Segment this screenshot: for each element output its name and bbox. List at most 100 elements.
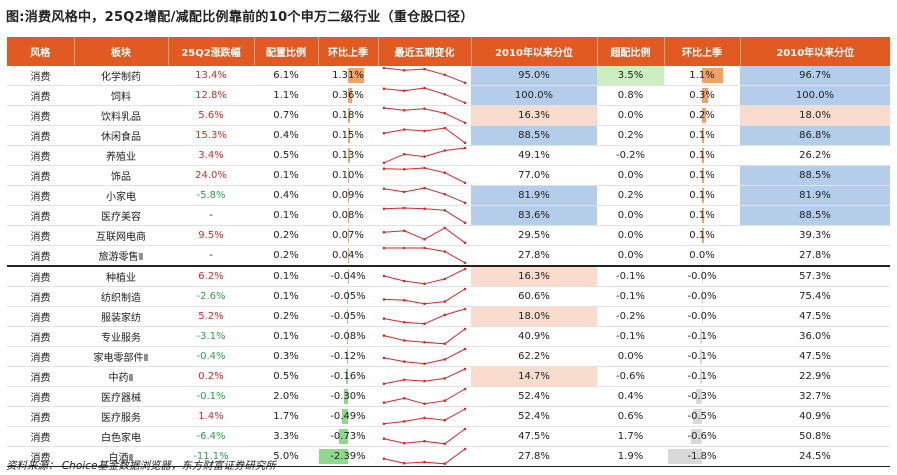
- trend-sparkline: [378, 366, 471, 387]
- table-header-row: 风格 板块 25Q2涨跌幅 配置比例 环比上季 最近五期变化 2010年以来分位…: [7, 37, 890, 66]
- qoq-cell: 0.15%: [318, 125, 378, 146]
- sparkline-point: [423, 340, 426, 344]
- sparkline-point: [403, 246, 406, 250]
- return-cell: 5.2%: [168, 306, 254, 327]
- style-cell: 消费: [7, 66, 74, 86]
- trend-sparkline: [378, 145, 471, 166]
- sparkline-point: [443, 418, 447, 422]
- sparkline-point: [463, 121, 467, 125]
- sparkline-point: [443, 250, 447, 253]
- overweight-cell: -0.6%: [597, 366, 664, 387]
- qoq2-cell-bar: [696, 389, 702, 404]
- sparkline-point: [443, 342, 447, 346]
- qoq-cell-value: -0.30%: [330, 391, 366, 402]
- sparkline-point: [463, 387, 467, 391]
- table-row: 消费 白色家电 -6.4% 3.3% -0.73% 47.5% 1.7% -0.6% 50.8%: [7, 426, 890, 447]
- trend-sparkline: [378, 185, 471, 206]
- qoq2-cell-bar: [702, 108, 706, 123]
- sparkline-point: [382, 317, 386, 320]
- col-header-alloc: 配置比例: [254, 37, 319, 66]
- style-cell: 消费: [7, 165, 74, 186]
- sparkline-point: [443, 93, 447, 96]
- style-cell: 消费: [7, 406, 74, 427]
- qoq-cell-bar: [348, 148, 350, 163]
- return-cell: 9.5%: [168, 225, 254, 246]
- qoq-cell-bar: [346, 369, 348, 384]
- qoq-cell-bar: [348, 208, 349, 223]
- qoq2-cell-value: 1.1%: [689, 70, 715, 81]
- qoq-cell-value: -0.16%: [330, 371, 366, 382]
- return-cell: 0.2%: [168, 366, 254, 387]
- overweight-cell: 0.8%: [597, 85, 664, 106]
- sparkline-point: [463, 181, 467, 185]
- trend-sparkline: [378, 386, 471, 407]
- sparkline-point: [423, 186, 426, 190]
- return-cell: 13.4%: [168, 66, 254, 86]
- sparkline-line: [383, 288, 466, 305]
- alloc-cell: 0.7%: [254, 105, 318, 126]
- alloc-cell: 0.4%: [254, 125, 318, 146]
- qoq2-cell-value: -0.1%: [687, 371, 717, 382]
- sparkline-point: [423, 246, 426, 250]
- sparkline-svg: [382, 267, 467, 286]
- style-cell: 消费: [7, 205, 74, 226]
- qoq2-cell-bar: [700, 349, 702, 364]
- qoq-cell: -2.39%: [318, 446, 378, 467]
- sparkline-point: [403, 461, 406, 465]
- sparkline-point: [382, 131, 386, 135]
- percentile2-cell: 86.8%: [740, 125, 890, 146]
- col-header-qoq2: 环比上季: [664, 37, 741, 66]
- sparkline-line: [383, 87, 466, 104]
- alloc-cell: 0.1%: [254, 265, 318, 287]
- qoq-cell: -0.04%: [318, 265, 378, 287]
- alloc-cell: 6.1%: [254, 66, 318, 86]
- qoq2-cell-value: 0.1%: [689, 190, 715, 201]
- alloc-cell: 0.2%: [254, 225, 318, 246]
- sparkline-point: [382, 422, 386, 426]
- overweight-cell: 0.0%: [597, 346, 664, 367]
- col-header-style: 风格: [7, 37, 75, 66]
- percentile2-cell: 18.0%: [740, 105, 890, 126]
- percentile2-cell: 96.7%: [740, 66, 890, 86]
- sparkline-point: [382, 298, 386, 301]
- return-cell: 6.2%: [168, 265, 254, 287]
- return-cell: -11.1%: [168, 446, 254, 467]
- qoq-cell-value: -0.08%: [330, 331, 366, 342]
- sparkline-point: [443, 300, 447, 303]
- trend-sparkline: [378, 66, 471, 86]
- alloc-cell: 0.4%: [254, 185, 318, 206]
- sparkline-point: [423, 460, 426, 464]
- sparkline-line: [383, 187, 466, 204]
- sparkline-point: [403, 397, 406, 400]
- trend-sparkline: [378, 346, 471, 367]
- sparkline-point: [443, 462, 447, 466]
- page-title: 图:消费风格中，25Q2增配/减配比例靠前的10个申万二级行业（重仓股口径）: [6, 10, 474, 25]
- qoq-cell-bar: [348, 128, 350, 143]
- overweight-cell: 0.2%: [597, 185, 664, 206]
- sparkline-svg: [382, 226, 467, 245]
- qoq2-cell: 0.1%: [664, 125, 740, 146]
- qoq2-cell-value: -0.1%: [687, 351, 717, 362]
- percentile2-cell: 81.9%: [740, 185, 890, 206]
- sparkline-svg: [382, 407, 467, 426]
- sparkline-point: [423, 129, 426, 133]
- percentile2-cell: 39.3%: [740, 225, 890, 246]
- sparkline-point: [423, 402, 426, 406]
- trend-sparkline: [378, 426, 471, 447]
- qoq2-cell-value: -0.0%: [687, 311, 717, 322]
- table-row: 消费 养殖业 3.4% 0.5% 0.13% 49.1% -0.2% 0.1% 26.2%: [7, 145, 890, 166]
- percentile2-cell: 40.9%: [740, 406, 890, 427]
- style-cell: 消费: [7, 245, 74, 267]
- percentile2-cell: 27.8%: [740, 245, 890, 267]
- sparkline-line: [384, 247, 466, 264]
- sparkline-svg: [382, 146, 467, 165]
- sparkline-point: [463, 146, 467, 150]
- qoq-cell-value: 0.08%: [332, 210, 364, 221]
- sparkline-point: [403, 89, 406, 93]
- sparkline-point: [443, 192, 447, 196]
- trend-sparkline: [378, 165, 471, 186]
- percentile-cell: 52.4%: [471, 406, 597, 427]
- sparkline-svg: [382, 86, 467, 105]
- sector-name: 小家电: [74, 185, 168, 206]
- table-row: 消费 医疗器械 -0.1% 2.0% -0.30% 52.4% 0.4% -0.3% 32.7%: [7, 386, 890, 407]
